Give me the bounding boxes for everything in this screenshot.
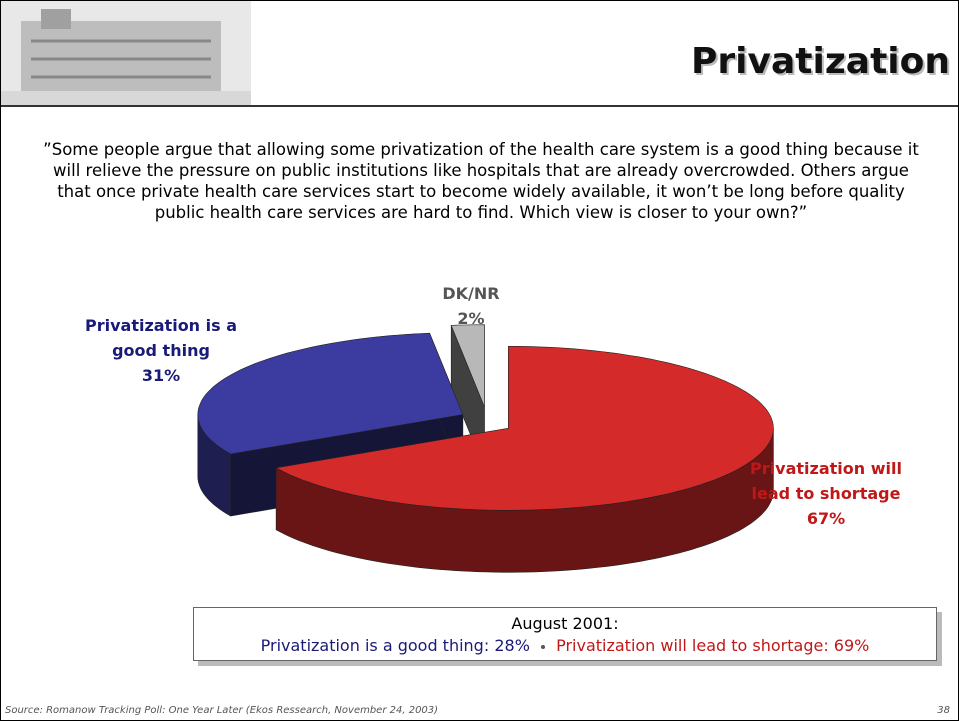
slide: Privatization ”Some people argue that al…: [0, 0, 959, 721]
slice-value: 2%: [416, 306, 526, 331]
slice-value: 31%: [66, 363, 256, 388]
comparison-value: 28%: [494, 636, 530, 655]
slice-name: DK/NR: [416, 281, 526, 306]
slice-value: 67%: [741, 506, 911, 531]
page-number: 38: [937, 705, 950, 716]
comparison-label: Privatization will lead to shortage:: [556, 636, 829, 655]
comparison-title: August 2001:: [194, 613, 936, 635]
source: Source: Romanow Tracking Poll: One Year …: [5, 705, 438, 716]
slice-name: Privatization is a good thing: [66, 313, 256, 363]
comparison-line: Privatization is a good thing: 28% Priva…: [194, 635, 936, 657]
comparison-label: Privatization is a good thing:: [261, 636, 490, 655]
slice-name: Privatization will lead to shortage: [741, 456, 911, 506]
comparison-box: August 2001: Privatization is a good thi…: [193, 607, 937, 661]
separator: [541, 645, 545, 649]
comparison-value: 69%: [834, 636, 870, 655]
